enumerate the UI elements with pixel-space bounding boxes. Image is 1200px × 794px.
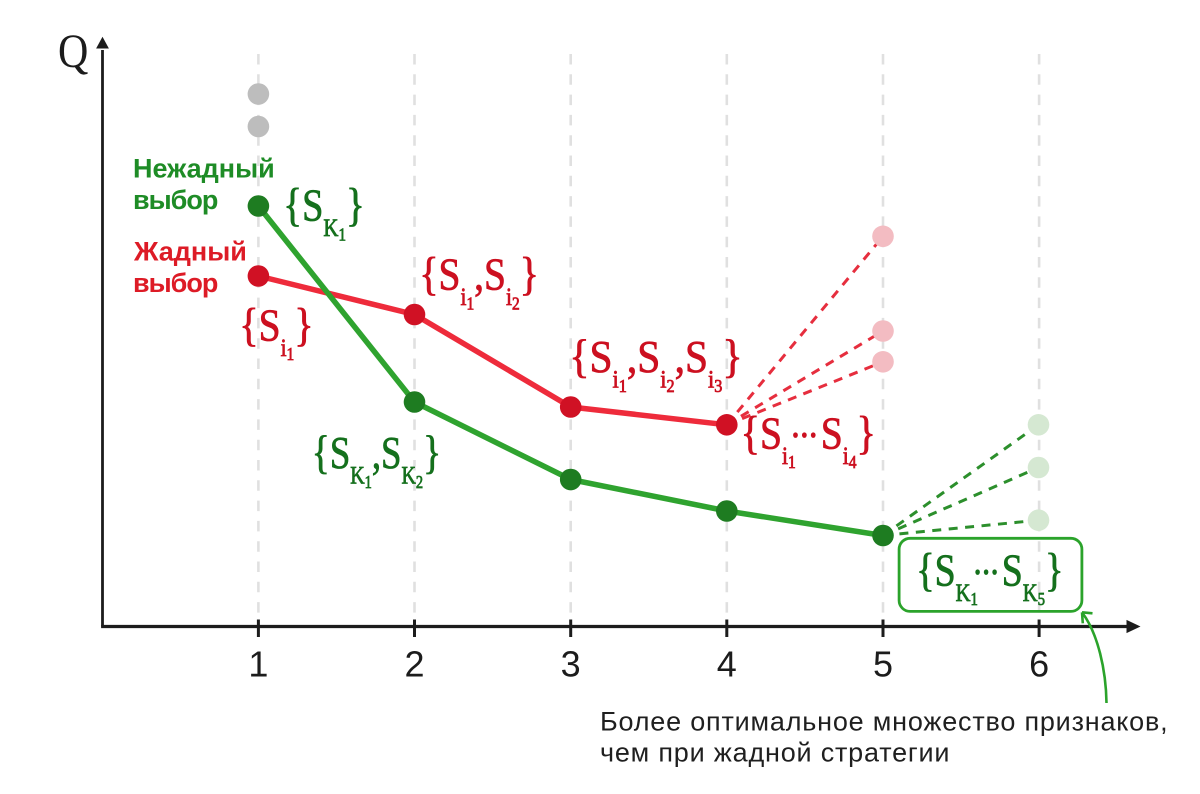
svg-text:выбор: выбор — [133, 268, 218, 298]
svg-text:{Si1,Si2,Si3}: {Si1,Si2,Si3} — [569, 330, 742, 396]
svg-text:1: 1 — [248, 644, 268, 685]
svg-text:{SK1···SK5}: {SK1···SK5} — [916, 545, 1063, 610]
svg-text:{Si1}: {Si1} — [239, 300, 313, 365]
svg-text:2: 2 — [404, 644, 424, 685]
svg-text:чем при жадной стратегии: чем при жадной стратегии — [600, 738, 950, 768]
svg-text:{Si1···Si4}: {Si1···Si4} — [741, 408, 876, 473]
svg-text:выбор: выбор — [133, 185, 218, 215]
svg-text:Нежадный: Нежадный — [133, 154, 275, 184]
svg-text:{SK1}: {SK1} — [283, 179, 364, 244]
svg-text:{SK1,SK2}: {SK1,SK2} — [312, 427, 441, 492]
svg-text:3: 3 — [561, 644, 581, 685]
svg-text:{Si1,Si2}: {Si1,Si2} — [419, 249, 539, 314]
svg-text:6: 6 — [1029, 644, 1049, 685]
svg-text:Более оптимальное множество пр: Более оптимальное множество признаков, — [600, 707, 1168, 737]
svg-text:Q: Q — [58, 24, 88, 77]
svg-text:4: 4 — [717, 644, 737, 685]
svg-text:5: 5 — [873, 644, 893, 685]
svg-text:Жадный: Жадный — [133, 236, 247, 266]
